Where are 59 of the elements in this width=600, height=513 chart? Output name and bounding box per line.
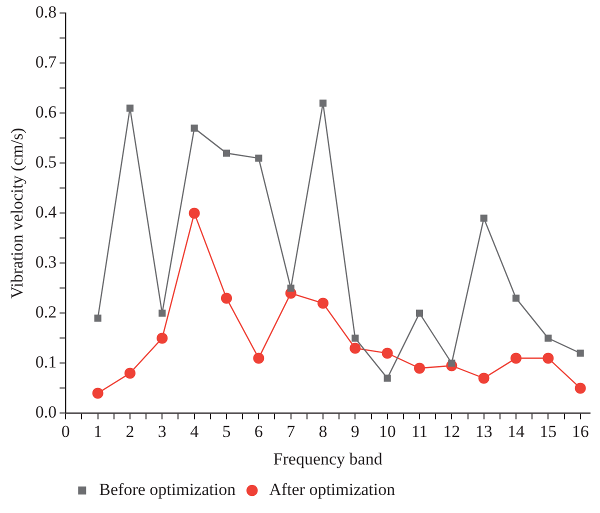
x-tick-label: 7 bbox=[286, 422, 296, 441]
point bbox=[352, 334, 359, 342]
x-tick-label: 11 bbox=[411, 422, 428, 441]
point bbox=[382, 348, 393, 359]
point bbox=[574, 382, 586, 394]
point bbox=[287, 284, 294, 292]
point bbox=[350, 342, 361, 354]
point bbox=[319, 100, 327, 107]
legend-label: Before optimization bbox=[99, 480, 236, 499]
y-tick-label: 0.3 bbox=[35, 252, 57, 272]
point bbox=[126, 104, 134, 112]
y-axis-title: Vibration velocity (cm/s) bbox=[8, 128, 27, 299]
point bbox=[478, 372, 490, 384]
point bbox=[542, 352, 554, 364]
point bbox=[190, 124, 198, 132]
point bbox=[480, 214, 488, 222]
x-tick-label: 10 bbox=[378, 422, 396, 441]
x-tick-label: 8 bbox=[318, 422, 328, 441]
point bbox=[188, 208, 200, 219]
point bbox=[92, 388, 104, 399]
legend-label: After optimization bbox=[269, 480, 396, 499]
point bbox=[253, 352, 264, 364]
x-axis-title: Frequency band bbox=[273, 449, 383, 468]
y-tick-label: 0.4 bbox=[35, 202, 58, 222]
point bbox=[94, 314, 102, 322]
point bbox=[156, 332, 168, 344]
x-tick-label: 13 bbox=[475, 422, 492, 441]
y-tick-label: 0.1 bbox=[35, 352, 57, 372]
x-tick-label: 2 bbox=[126, 422, 134, 441]
point bbox=[544, 334, 552, 342]
x-tick-label: 6 bbox=[254, 422, 263, 441]
point bbox=[255, 154, 262, 162]
point bbox=[576, 350, 584, 357]
point bbox=[124, 368, 136, 379]
x-tick-label: 15 bbox=[540, 422, 557, 441]
point bbox=[414, 362, 426, 374]
x-tick-label: 4 bbox=[190, 422, 200, 441]
y-tick-label: 0.0 bbox=[35, 402, 57, 422]
x-tick-label: 16 bbox=[572, 422, 589, 441]
x-tick-label: 12 bbox=[443, 422, 460, 441]
x-tick-label: 1 bbox=[94, 422, 102, 441]
y-tick-label: 0.7 bbox=[35, 52, 58, 72]
point bbox=[416, 310, 424, 317]
y-tick-label: 0.2 bbox=[35, 302, 57, 322]
x-tick-label: 3 bbox=[158, 422, 166, 441]
point bbox=[512, 294, 520, 302]
y-tick-label: 0.5 bbox=[35, 152, 57, 172]
y-tick-label: 0.6 bbox=[35, 102, 57, 122]
point bbox=[384, 374, 391, 382]
point bbox=[222, 150, 230, 157]
x-tick-label: 5 bbox=[222, 422, 231, 441]
x-tick-label: 14 bbox=[508, 422, 526, 441]
point bbox=[318, 298, 328, 309]
x-tick-label: 0 bbox=[61, 422, 70, 441]
point bbox=[220, 292, 232, 304]
point bbox=[510, 352, 522, 364]
x-tick-label: 9 bbox=[350, 422, 360, 441]
y-tick-label: 0.8 bbox=[35, 2, 57, 22]
point bbox=[158, 310, 166, 317]
